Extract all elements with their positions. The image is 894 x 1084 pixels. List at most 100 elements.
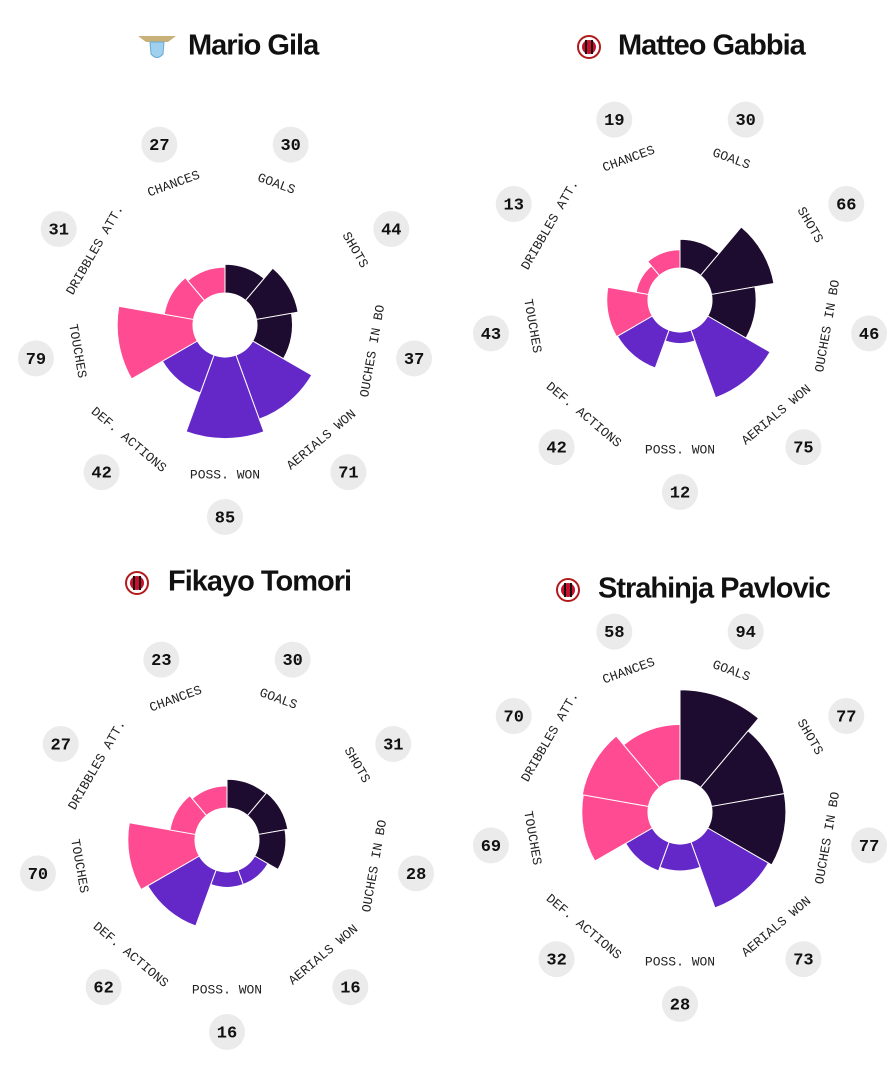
category-label: TOUCHES — [67, 838, 91, 895]
value-label: 70 — [504, 708, 524, 727]
segment — [235, 340, 313, 420]
value-label: 27 — [51, 736, 71, 755]
segment — [581, 794, 653, 862]
value-badge — [662, 474, 698, 510]
segment — [664, 329, 696, 345]
value-badge — [42, 726, 79, 762]
club-logo — [138, 36, 176, 58]
value-label: 28 — [406, 866, 426, 885]
value-label: 77 — [836, 708, 856, 727]
player-title: Strahinja Pavlovic — [598, 573, 831, 605]
value-badge — [538, 941, 575, 978]
segment — [690, 827, 770, 909]
segment — [622, 723, 681, 789]
category-label: CHANCES — [600, 655, 657, 688]
value-badge — [828, 698, 865, 734]
category-label: SHOTS — [339, 229, 372, 270]
value-label: 16 — [340, 980, 360, 999]
segment — [690, 315, 771, 399]
segment — [116, 305, 198, 380]
category-label: SHOTS — [794, 716, 827, 757]
category-label: POSS. WON — [645, 442, 715, 457]
value-badge — [851, 827, 888, 864]
value-label: 31 — [383, 736, 403, 755]
category-label: GOALS — [257, 685, 299, 713]
value-label: 12 — [670, 484, 690, 503]
value-label: 71 — [338, 465, 358, 484]
value-badge — [596, 613, 633, 650]
value-badge — [141, 126, 178, 163]
value-label: 58 — [604, 624, 624, 643]
value-badge — [373, 211, 410, 247]
value-label: 23 — [151, 652, 171, 671]
value-label: 13 — [504, 196, 524, 215]
category-label: TOUCHES — [65, 323, 89, 380]
value-badge — [330, 454, 367, 491]
segment — [699, 730, 785, 808]
value-label: 62 — [93, 980, 113, 999]
segment — [606, 286, 653, 338]
value-label: 75 — [793, 440, 813, 459]
value-label: 27 — [149, 137, 169, 156]
value-badge — [851, 315, 888, 352]
value-label: 94 — [735, 624, 755, 643]
segment — [163, 276, 206, 321]
value-label: 37 — [404, 351, 424, 370]
category-label: POSS. WON — [192, 982, 262, 997]
value-badge — [785, 429, 822, 466]
value-badge — [209, 1014, 245, 1050]
segment — [127, 822, 200, 891]
value-badge — [83, 454, 120, 491]
value-label: 28 — [670, 996, 690, 1015]
segment — [647, 249, 681, 277]
value-badge — [828, 186, 865, 222]
value-badge — [17, 340, 54, 377]
segment — [210, 869, 244, 888]
segment — [191, 785, 228, 817]
value-badge — [143, 641, 180, 678]
value-badge — [272, 126, 309, 163]
category-label: DRIBBLES ATT. — [63, 202, 127, 297]
value-badge — [596, 101, 633, 138]
value-badge — [40, 211, 77, 247]
player-title: Fikayo Tomori — [168, 566, 351, 598]
value-badge — [472, 315, 509, 352]
segment — [707, 793, 787, 866]
value-badge — [19, 855, 56, 892]
category-label: DRIBBLES ATT. — [518, 689, 582, 784]
category-label: TOUCHES — [520, 810, 544, 867]
segment — [699, 226, 775, 296]
value-badge — [785, 941, 822, 978]
category-label: OUCHES IN BO — [357, 303, 388, 398]
value-label: 16 — [217, 1024, 237, 1043]
value-label: 77 — [859, 838, 879, 857]
segment — [185, 354, 265, 440]
category-label: OUCHES IN BO — [359, 818, 390, 913]
segment — [187, 266, 226, 302]
category-label: CHANCES — [145, 168, 202, 201]
value-badge — [495, 186, 532, 222]
value-label: 46 — [859, 326, 879, 345]
category-label: SHOTS — [794, 204, 827, 245]
value-label: 30 — [282, 652, 302, 671]
category-label: TOUCHES — [520, 298, 544, 355]
segment — [147, 855, 217, 927]
value-label: 79 — [26, 351, 46, 370]
value-label: 70 — [28, 866, 48, 885]
value-badge — [332, 969, 369, 1006]
value-badge — [538, 429, 575, 466]
category-label: CHANCES — [147, 683, 204, 716]
player-title: Mario Gila — [188, 30, 320, 62]
value-badge — [398, 855, 435, 892]
category-label: SHOTS — [341, 744, 374, 785]
club-logo — [577, 35, 601, 59]
value-badge — [375, 726, 412, 762]
category-label: GOALS — [710, 145, 752, 173]
segment — [707, 286, 757, 339]
value-label: 42 — [546, 440, 566, 459]
value-badge — [495, 698, 532, 734]
value-badge — [472, 827, 509, 864]
value-badge — [274, 641, 311, 678]
value-label: 19 — [604, 112, 624, 131]
